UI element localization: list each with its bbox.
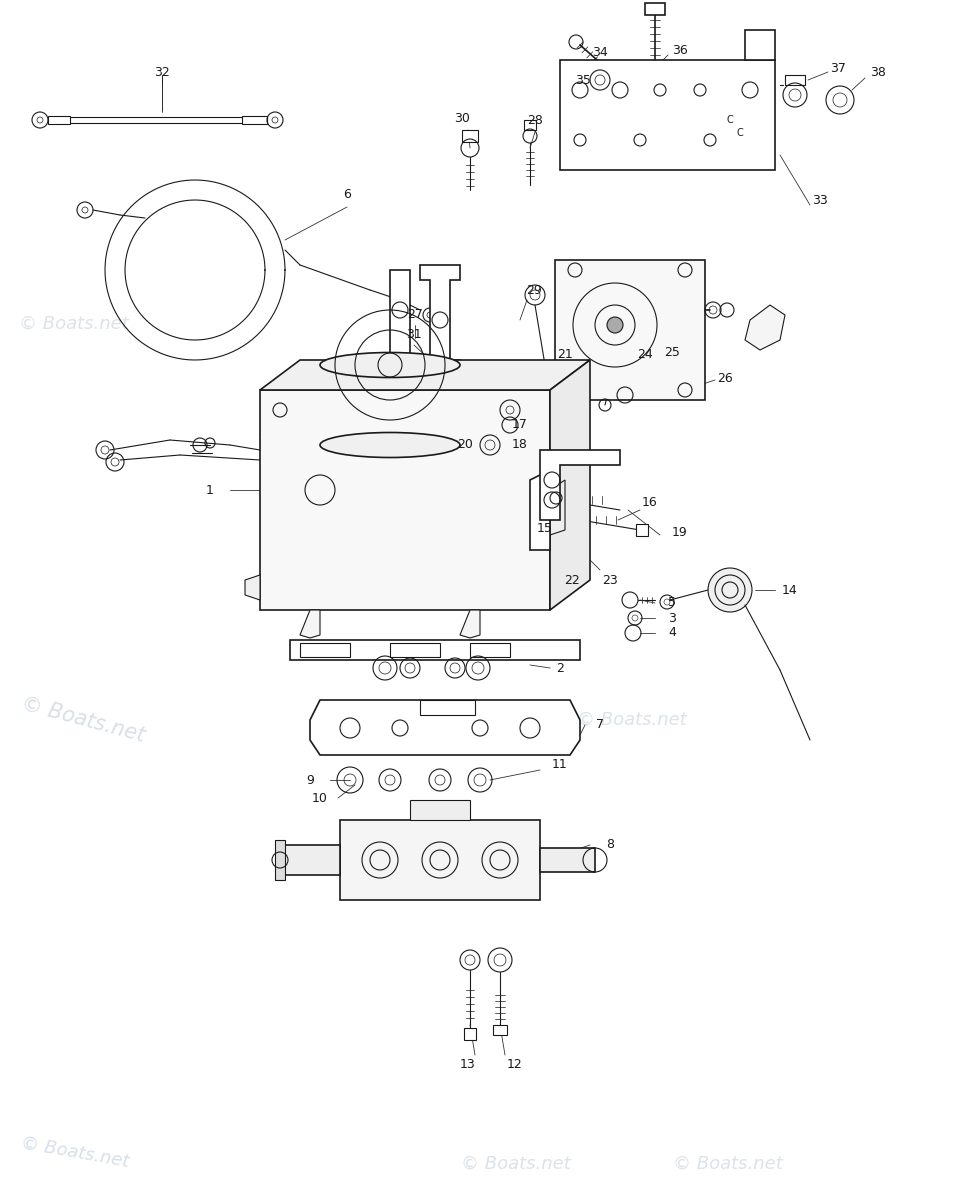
Text: 15: 15	[537, 522, 553, 534]
Text: 10: 10	[312, 792, 328, 804]
Polygon shape	[300, 610, 320, 638]
Text: 21: 21	[557, 348, 573, 361]
Polygon shape	[530, 470, 550, 550]
Text: 17: 17	[512, 419, 528, 432]
Polygon shape	[540, 450, 620, 520]
Text: 26: 26	[717, 372, 733, 384]
Text: 16: 16	[642, 497, 658, 510]
Polygon shape	[745, 305, 785, 350]
Text: © Boats.net: © Boats.net	[19, 694, 147, 746]
Circle shape	[708, 568, 752, 612]
Text: 28: 28	[527, 114, 543, 126]
Ellipse shape	[320, 353, 460, 378]
Text: 6: 6	[343, 188, 351, 202]
Ellipse shape	[320, 432, 460, 457]
Text: 12: 12	[507, 1058, 523, 1072]
Polygon shape	[420, 700, 475, 715]
Text: 13: 13	[460, 1058, 476, 1072]
Text: 36: 36	[672, 43, 688, 56]
Text: C: C	[737, 128, 744, 138]
Text: 29: 29	[526, 283, 542, 296]
Text: © Boats.net: © Boats.net	[461, 1154, 571, 1174]
Text: 37: 37	[830, 61, 846, 74]
Bar	[470, 643, 510, 658]
Text: 25: 25	[664, 346, 680, 359]
Polygon shape	[242, 116, 267, 124]
Polygon shape	[464, 1028, 476, 1040]
Polygon shape	[260, 390, 550, 610]
Text: 19: 19	[672, 527, 688, 540]
Polygon shape	[410, 355, 445, 365]
Text: 1: 1	[206, 484, 214, 497]
Polygon shape	[340, 820, 540, 900]
Polygon shape	[462, 130, 478, 142]
Circle shape	[567, 277, 663, 373]
Text: 33: 33	[812, 193, 827, 206]
Text: 30: 30	[454, 112, 470, 125]
Text: 18: 18	[512, 438, 528, 451]
Polygon shape	[785, 74, 805, 85]
Text: 34: 34	[592, 47, 608, 60]
Polygon shape	[280, 845, 340, 875]
Circle shape	[607, 317, 623, 332]
Polygon shape	[275, 840, 285, 880]
Text: 31: 31	[407, 329, 422, 342]
Text: 7: 7	[596, 719, 604, 732]
Polygon shape	[540, 848, 595, 872]
Polygon shape	[550, 360, 590, 610]
Polygon shape	[550, 480, 565, 535]
Text: 35: 35	[575, 73, 591, 86]
Polygon shape	[245, 575, 260, 600]
Text: 5: 5	[668, 596, 676, 610]
Bar	[390, 643, 440, 658]
Bar	[300, 643, 350, 658]
Polygon shape	[560, 60, 775, 170]
Text: 8: 8	[606, 839, 614, 852]
Text: 20: 20	[457, 438, 473, 451]
Text: 27: 27	[407, 308, 423, 322]
Polygon shape	[460, 610, 480, 638]
Text: © Boats.net: © Boats.net	[673, 1154, 782, 1174]
Text: © Boats.net: © Boats.net	[19, 1134, 131, 1170]
Text: 2: 2	[556, 661, 564, 674]
Text: 14: 14	[782, 583, 798, 596]
Text: © Boats.net: © Boats.net	[577, 710, 686, 728]
Circle shape	[37, 116, 43, 122]
Text: 32: 32	[154, 66, 170, 79]
Polygon shape	[524, 120, 536, 130]
Text: 9: 9	[306, 774, 314, 786]
Bar	[290, 640, 580, 660]
Polygon shape	[410, 800, 470, 820]
Polygon shape	[493, 1025, 507, 1034]
Polygon shape	[420, 265, 460, 374]
Text: 24: 24	[637, 348, 653, 361]
Polygon shape	[745, 30, 775, 60]
Polygon shape	[645, 2, 665, 14]
Text: 3: 3	[668, 612, 676, 624]
Text: 38: 38	[870, 66, 886, 78]
Text: C: C	[727, 115, 733, 125]
Polygon shape	[636, 524, 648, 536]
Text: 23: 23	[603, 574, 618, 587]
Text: © Boats.net: © Boats.net	[557, 314, 667, 332]
Text: 11: 11	[553, 758, 568, 772]
Text: 4: 4	[668, 626, 676, 640]
Text: © Boats.net: © Boats.net	[19, 314, 129, 332]
Polygon shape	[390, 360, 440, 380]
Polygon shape	[310, 700, 580, 755]
Polygon shape	[390, 270, 410, 380]
Polygon shape	[260, 360, 590, 390]
Polygon shape	[48, 116, 70, 124]
Polygon shape	[555, 260, 705, 400]
Text: 22: 22	[564, 574, 579, 587]
